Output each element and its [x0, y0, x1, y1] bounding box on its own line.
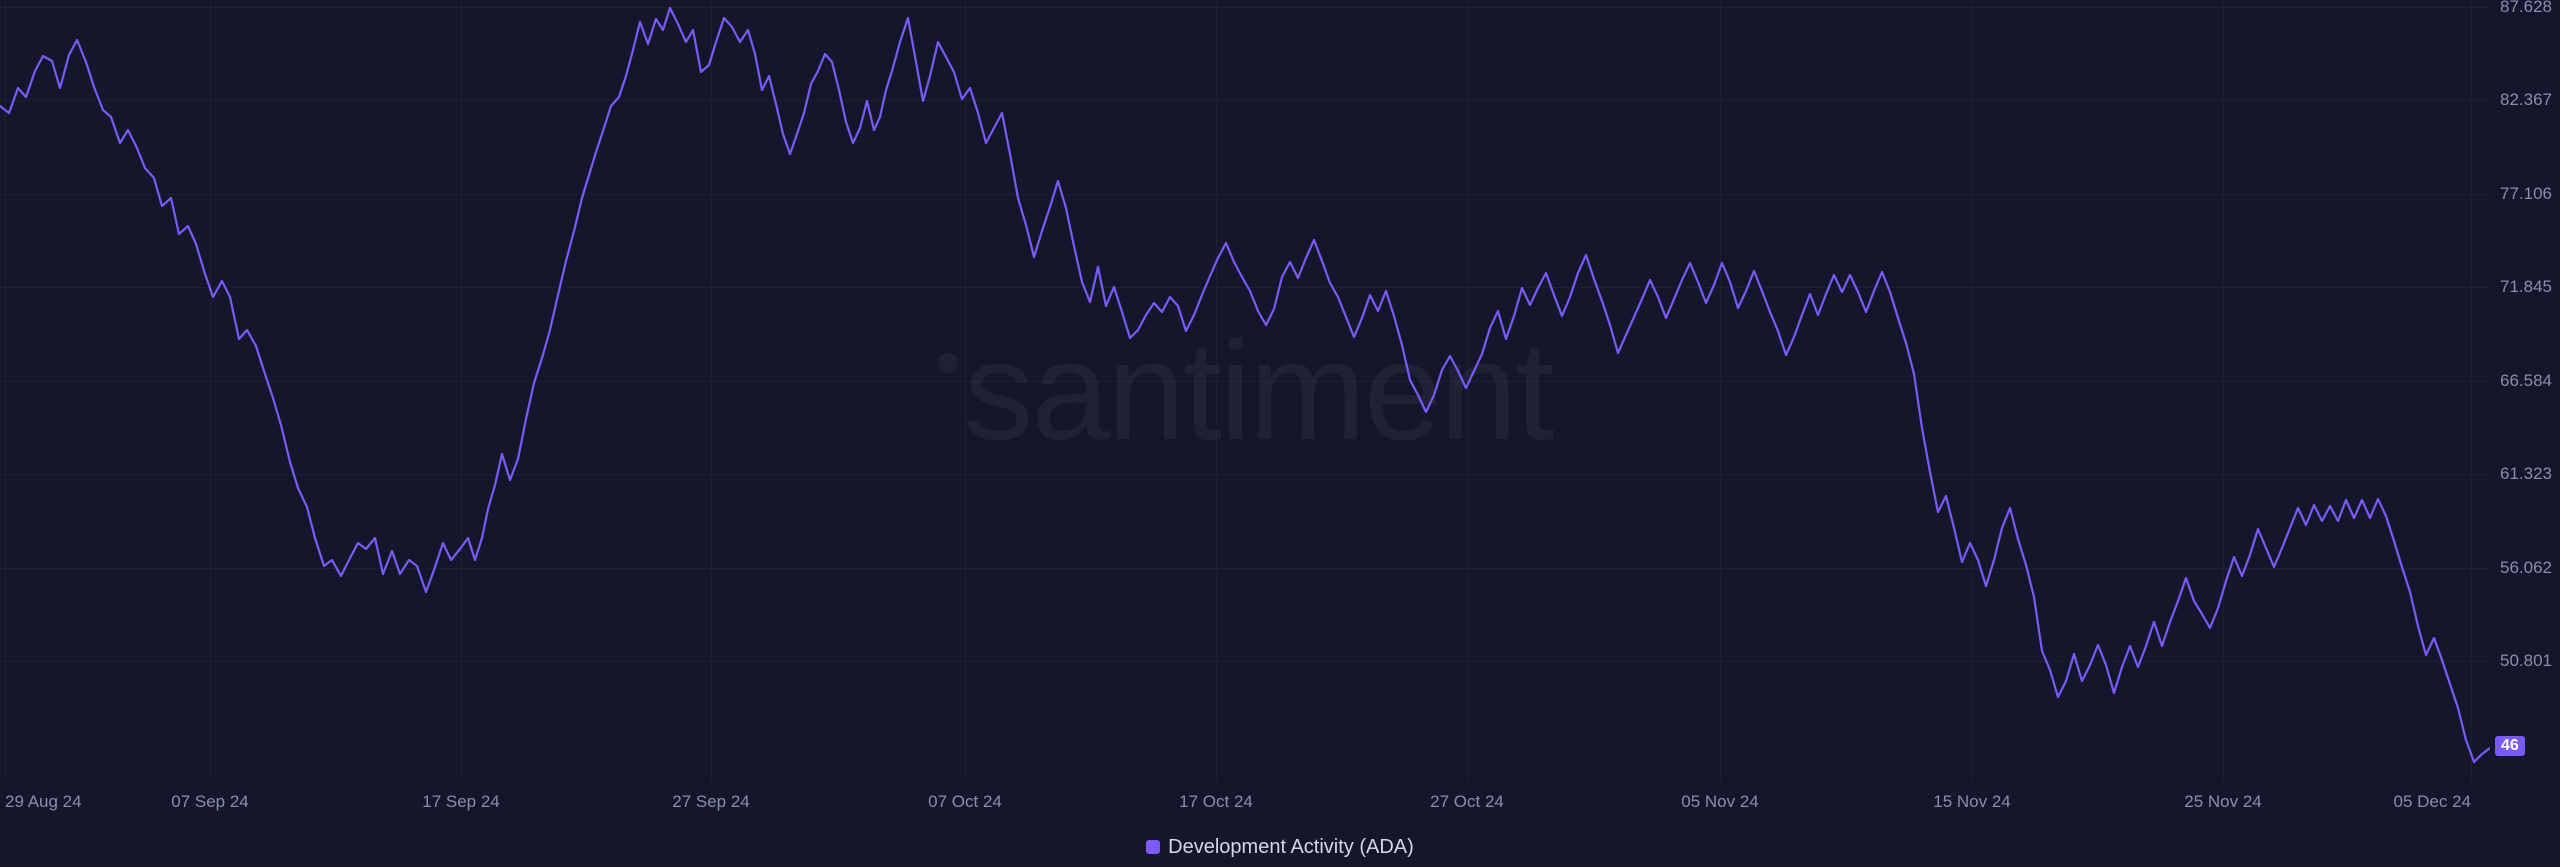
gridline-vertical: [1720, 0, 1721, 782]
y-axis-tick-label: 87.628: [2500, 0, 2552, 17]
y-axis-tick-label: 61.323: [2500, 464, 2552, 484]
gridline-horizontal: [0, 661, 2490, 662]
plot-area[interactable]: santiment: [0, 0, 2490, 782]
y-axis-tick-label: 56.062: [2500, 558, 2552, 578]
y-axis-tick-label: 50.801: [2500, 651, 2552, 671]
series-line: [0, 8, 2490, 762]
x-axis-tick-label: 15 Nov 24: [1933, 792, 2011, 812]
gridline-vertical: [1216, 0, 1217, 782]
x-axis-tick-label: 25 Nov 24: [2184, 792, 2262, 812]
gridline-vertical: [5, 0, 6, 782]
gridline-vertical: [965, 0, 966, 782]
gridline-vertical: [461, 0, 462, 782]
gridline-vertical: [210, 0, 211, 782]
legend[interactable]: Development Activity (ADA): [0, 836, 2560, 859]
legend-label: Development Activity (ADA): [1168, 836, 1414, 858]
x-axis-tick-label: 07 Oct 24: [928, 792, 1002, 812]
x-axis-tick-label: 27 Sep 24: [672, 792, 750, 812]
x-axis-tick-label: 07 Sep 24: [171, 792, 249, 812]
line-chart-svg: [0, 0, 2490, 782]
gridline-vertical: [1972, 0, 1973, 782]
gridline-vertical: [1467, 0, 1468, 782]
gridline-horizontal: [0, 194, 2490, 195]
y-axis-tick-label: 77.106: [2500, 184, 2552, 204]
gridline-horizontal: [0, 287, 2490, 288]
x-axis-tick-label: 29 Aug 24: [5, 792, 82, 812]
y-axis-tick-label: 66.584: [2500, 371, 2552, 391]
x-axis-tick-label: 05 Nov 24: [1681, 792, 1759, 812]
last-value: 46: [2501, 737, 2519, 754]
gridline-vertical: [711, 0, 712, 782]
gridline-vertical: [2471, 0, 2472, 782]
last-value-badge: 46: [2495, 736, 2525, 756]
gridline-horizontal: [0, 7, 2490, 8]
gridline-horizontal: [0, 474, 2490, 475]
gridline-horizontal: [0, 100, 2490, 101]
x-axis-tick-label: 05 Dec 24: [2394, 792, 2472, 812]
gridline-horizontal: [0, 381, 2490, 382]
x-axis-tick-label: 17 Oct 24: [1179, 792, 1253, 812]
gridline-vertical: [2223, 0, 2224, 782]
x-axis-tick-label: 27 Oct 24: [1430, 792, 1504, 812]
legend-swatch: [1146, 840, 1160, 854]
chart-container: santiment 87.628 82.367 77.106 71.845 66.584…: [0, 0, 2560, 867]
y-axis-tick-label: 71.845: [2500, 277, 2552, 297]
x-axis-tick-label: 17 Sep 24: [422, 792, 500, 812]
y-axis-tick-label: 82.367: [2500, 90, 2552, 110]
gridline-horizontal: [0, 568, 2490, 569]
